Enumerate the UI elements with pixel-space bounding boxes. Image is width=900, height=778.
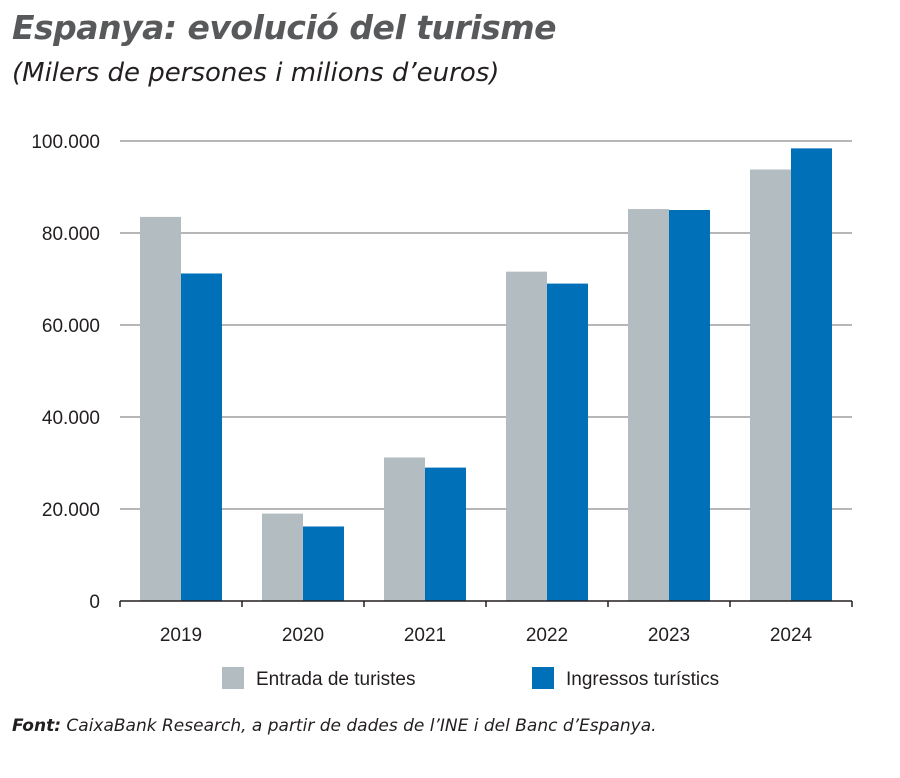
bar-entrada-de-turistes: [750, 169, 791, 601]
y-tick-label: 60.000: [42, 316, 100, 337]
bar-ingressos-turístics: [181, 273, 222, 601]
legend-label: Ingressos turístics: [566, 669, 719, 690]
bar-entrada-de-turistes: [628, 209, 669, 601]
y-tick-label: 20.000: [42, 500, 100, 521]
legend-swatch: [532, 667, 554, 689]
chart-title: Espanya: evolució del turisme: [12, 8, 557, 47]
source-text: CaixaBank Research, a partir de dades de…: [61, 716, 657, 736]
bar-ingressos-turístics: [547, 283, 588, 601]
bar-entrada-de-turistes: [506, 271, 547, 601]
source-note: Font: CaixaBank Research, a partir de da…: [12, 716, 657, 736]
bar-entrada-de-turistes: [262, 513, 303, 601]
bar-entrada-de-turistes: [384, 457, 425, 601]
x-tick-label: 2022: [526, 625, 568, 646]
x-tick-label: 2021: [404, 625, 446, 646]
source-label: Font:: [12, 716, 61, 736]
x-tick-label: 2020: [282, 625, 324, 646]
bar-entrada-de-turistes: [140, 216, 181, 601]
bar-ingressos-turístics: [791, 148, 832, 602]
legend-swatch: [222, 667, 244, 689]
x-tick-label: 2023: [648, 625, 690, 646]
bar-ingressos-turístics: [425, 467, 466, 601]
chart-subtitle: (Milers de persones i milions d’euros): [12, 58, 500, 88]
bar-ingressos-turístics: [669, 210, 710, 601]
x-tick-label: 2019: [160, 625, 202, 646]
y-tick-label: 100.000: [31, 132, 100, 153]
legend-label: Entrada de turistes: [256, 669, 415, 690]
y-tick-label: 0: [89, 592, 100, 613]
x-tick-label: 2024: [770, 625, 813, 646]
y-tick-label: 80.000: [42, 224, 100, 245]
bar-ingressos-turístics: [303, 526, 344, 601]
y-tick-label: 40.000: [42, 408, 100, 429]
